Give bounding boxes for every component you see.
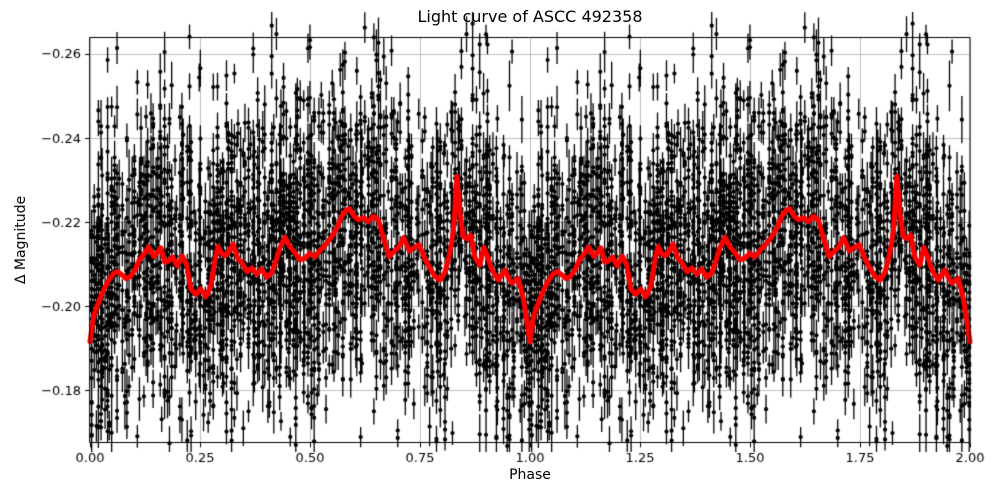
chart-title: Light curve of ASCC 492358 xyxy=(417,7,643,26)
y-axis-label: Δ Magnitude xyxy=(13,195,29,285)
x-axis-label: Phase xyxy=(509,467,551,483)
